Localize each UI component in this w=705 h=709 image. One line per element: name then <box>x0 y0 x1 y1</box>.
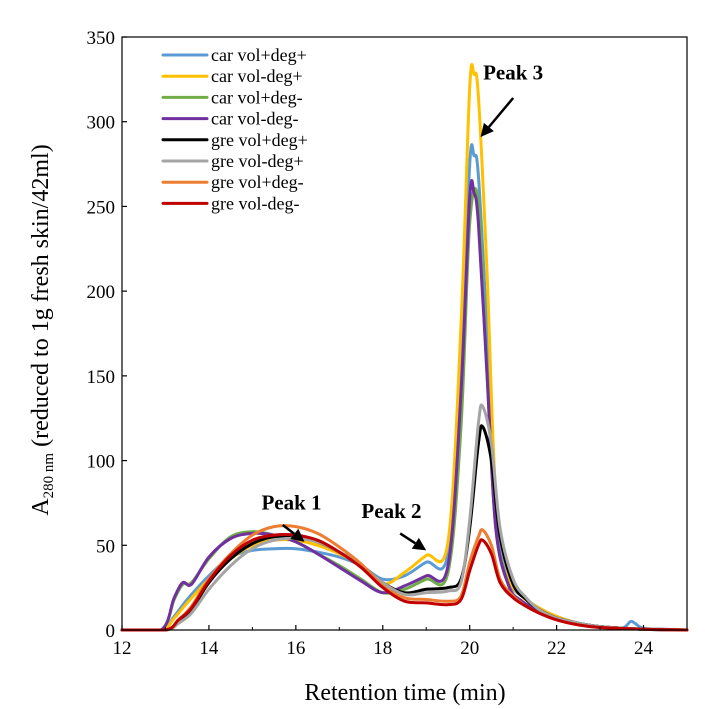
annotations: Peak 1 Peak 2 Peak 3 <box>261 60 543 551</box>
series-layer <box>120 63 689 632</box>
legend-entry: gre vol-deg- <box>161 193 299 213</box>
legend-label: gre vol-deg- <box>211 193 299 213</box>
legend-entry: gre vol+deg+ <box>161 130 308 150</box>
annotation: Peak 2 <box>361 499 427 551</box>
y-tick-label: 0 <box>106 621 116 642</box>
x-tick-label: 24 <box>634 638 654 659</box>
annotation-label: Peak 2 <box>361 499 421 523</box>
legend-label: car vol-deg+ <box>211 66 303 86</box>
legend-label: gre vol-deg+ <box>211 151 304 171</box>
y-tick-label: 150 <box>87 367 116 388</box>
y-axis-title-subscript: 280 nm <box>41 453 57 499</box>
y-tick-label: 300 <box>87 113 116 134</box>
annotation-label: Peak 1 <box>261 491 321 515</box>
x-tick-label: 12 <box>113 638 132 659</box>
y-axis-title-prefix: A <box>28 498 54 516</box>
annotation-label: Peak 3 <box>483 60 543 84</box>
annotation-arrow-head <box>290 528 305 542</box>
y-tick-label: 200 <box>87 282 116 303</box>
x-tick-label: 18 <box>373 638 392 659</box>
series-line-gre-volminusdegminus <box>120 533 689 632</box>
annotation-arrow-head <box>480 122 494 137</box>
annotation: Peak 3 <box>480 60 543 137</box>
x-tick-label: 20 <box>460 638 479 659</box>
legend-label: gre vol+deg+ <box>211 130 308 150</box>
annotation-arrow-shaft <box>399 532 417 545</box>
annotation: Peak 1 <box>261 491 322 542</box>
legend-label: gre vol+deg- <box>211 172 304 192</box>
y-tick-label: 350 <box>87 28 116 49</box>
series-line-gre-volminusdegplus <box>120 403 689 632</box>
y-tick-label: 100 <box>87 452 116 473</box>
x-axis-title: Retention time (min) <box>304 680 505 706</box>
y-tick-label: 50 <box>96 536 115 557</box>
annotation-arrow-shaft <box>487 97 515 128</box>
legend-label: car vol+deg- <box>211 87 303 107</box>
legend-entry: car vol+deg- <box>161 87 303 107</box>
annotation-arrow-shaft <box>282 523 296 535</box>
y-axis-title-suffix: (reduced to 1g fresh skin/42ml) <box>28 144 54 453</box>
legend-entry: car vol-deg+ <box>161 66 303 86</box>
annotation-arrow-head <box>411 537 427 551</box>
series-line-car-volminusdegminus <box>120 179 689 632</box>
legend-label: car vol-deg- <box>211 109 298 129</box>
legend-entry: gre vol-deg+ <box>161 151 304 171</box>
y-axis-title: A280 nm (reduced to 1g fresh skin/42ml) <box>28 144 57 515</box>
y-tick-label: 250 <box>87 197 116 218</box>
legend-entry: car vol-deg- <box>161 109 298 129</box>
x-tick-label: 14 <box>199 638 219 659</box>
legend-label: car vol+deg+ <box>211 45 307 65</box>
legend: car vol+deg+car vol-deg+car vol+deg-car … <box>161 45 308 213</box>
plot-frame <box>121 36 688 631</box>
axes-layer: 0 50 100 150 200 250 300 350 12 14 16 18 20 22 24 <box>87 28 688 659</box>
legend-entry: car vol+deg+ <box>161 45 307 65</box>
legend-entry: gre vol+deg- <box>161 172 304 192</box>
x-tick-label: 16 <box>286 638 305 659</box>
x-tick-label: 22 <box>547 638 566 659</box>
